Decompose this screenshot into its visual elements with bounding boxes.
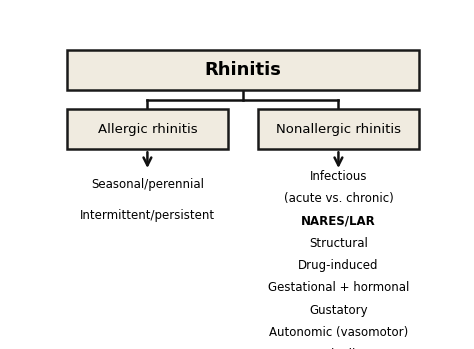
Text: Intermittent/persistent: Intermittent/persistent (80, 209, 215, 222)
Text: Seasonal/perennial: Seasonal/perennial (91, 178, 204, 191)
Text: NARES/LAR: NARES/LAR (301, 214, 376, 227)
Text: Autonomic (vasomotor): Autonomic (vasomotor) (269, 326, 408, 339)
Text: (acute vs. chronic): (acute vs. chronic) (283, 192, 393, 205)
Text: Rhinitis: Rhinitis (204, 61, 282, 79)
Text: Drug-induced: Drug-induced (298, 259, 379, 272)
Text: Systemic disease: Systemic disease (287, 348, 390, 349)
FancyBboxPatch shape (66, 50, 419, 90)
Text: Gustatory: Gustatory (309, 304, 368, 317)
FancyBboxPatch shape (258, 109, 419, 149)
Text: Infectious: Infectious (310, 170, 367, 183)
Text: Gestational + hormonal: Gestational + hormonal (268, 281, 409, 294)
Text: Nonallergic rhinitis: Nonallergic rhinitis (276, 123, 401, 136)
Text: Allergic rhinitis: Allergic rhinitis (98, 123, 197, 136)
FancyBboxPatch shape (66, 109, 228, 149)
Text: Structural: Structural (309, 237, 368, 250)
